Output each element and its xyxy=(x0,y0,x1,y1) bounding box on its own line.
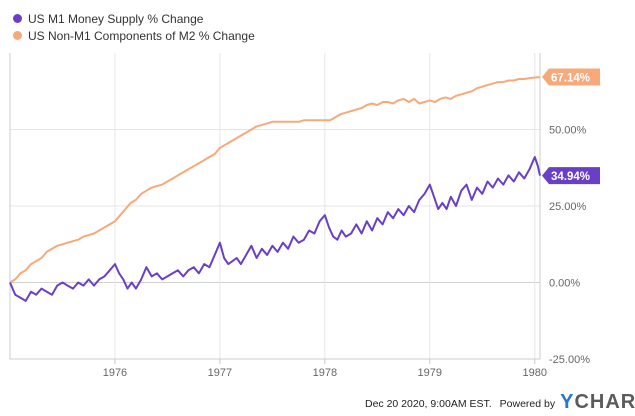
end-labels: 67.14% 34.94% xyxy=(542,68,600,185)
legend-dot-m1-icon xyxy=(13,14,22,23)
y-tick-label: 25.00% xyxy=(549,201,587,213)
ycharts-logo-y: Y xyxy=(560,391,575,413)
legend-dot-nonm1-icon xyxy=(13,31,22,40)
footer: Dec 20 2020, 9:00AM EST. Powered by YCHA… xyxy=(365,391,635,414)
ycharts-logo-text: CHARTS xyxy=(574,391,635,413)
series-lines xyxy=(9,76,541,302)
end-label-value: 67.14% xyxy=(551,73,590,85)
y-tick-label: 50.00% xyxy=(549,125,587,137)
ycharts-logo[interactable]: YCHARTS xyxy=(560,391,635,414)
grid xyxy=(10,53,540,360)
y-tick-label: -25.00% xyxy=(549,354,590,366)
series-line-nonm1 xyxy=(9,76,541,284)
y-tick-label: 0.00% xyxy=(549,278,580,290)
legend-label-nonm1: US Non-M1 Components of M2 % Change xyxy=(28,28,255,43)
x-tick-label: 1980 xyxy=(523,367,547,379)
x-tick-label: 1976 xyxy=(103,367,127,379)
legend-item-m1[interactable]: US M1 Money Supply % Change xyxy=(13,10,255,27)
legend: US M1 Money Supply % Change US Non-M1 Co… xyxy=(13,10,255,44)
end-label-flag xyxy=(542,68,600,86)
legend-item-nonm1[interactable]: US Non-M1 Components of M2 % Change xyxy=(13,27,255,44)
x-tick-label: 1979 xyxy=(418,367,442,379)
x-tick-label: 1977 xyxy=(208,367,232,379)
x-tick-label: 1978 xyxy=(313,367,337,379)
footer-powered-by: Powered by xyxy=(499,398,556,410)
footer-date: Dec 20 2020, 9:00AM EST. xyxy=(365,398,492,410)
axes: 50.00% 25.00% 0.00% -25.00% 1976 1977 1978 1979… xyxy=(9,53,590,379)
series-line-m1 xyxy=(9,156,541,302)
end-label-value: 34.94% xyxy=(551,171,590,183)
end-label-flag xyxy=(542,167,600,185)
legend-label-m1: US M1 Money Supply % Change xyxy=(28,11,204,26)
